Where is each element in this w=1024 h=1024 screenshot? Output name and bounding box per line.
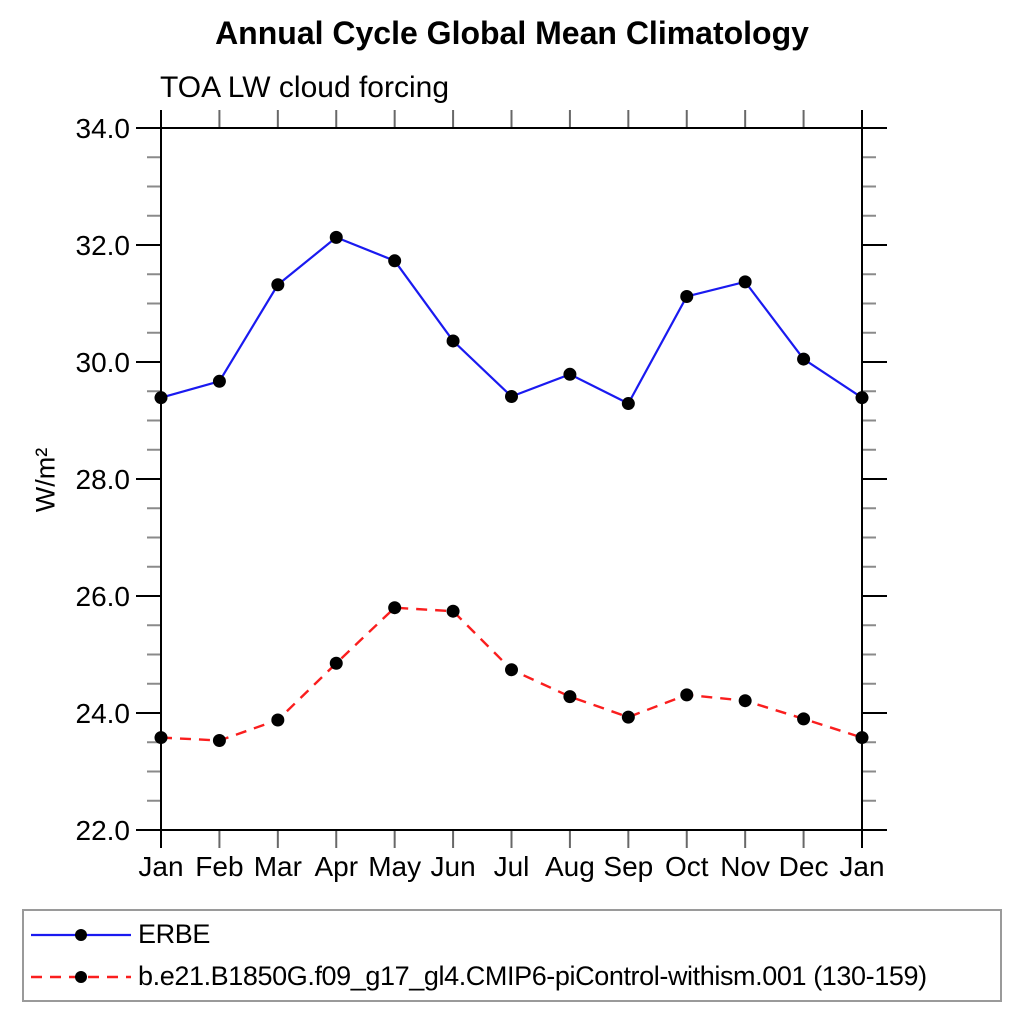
- x-tick-label: Jan: [839, 851, 884, 882]
- chart-title: Annual Cycle Global Mean Climatology: [215, 15, 809, 51]
- data-point-marker: [154, 731, 168, 745]
- erbe-line-swatch: [31, 928, 131, 941]
- legend-item-model: b.e21.B1850G.f09_g17_gl4.CMIP6-piControl…: [29, 958, 1000, 996]
- data-point-marker: [680, 289, 694, 303]
- data-point-marker: [563, 690, 577, 704]
- legend-marker-sample: [75, 928, 87, 941]
- data-point-marker: [680, 688, 694, 702]
- x-tick-label: Jul: [494, 851, 530, 882]
- chart-subtitle: TOA LW cloud forcing: [160, 71, 450, 104]
- data-point-marker: [505, 663, 518, 677]
- x-tick-label: Dec: [779, 851, 829, 882]
- data-point-marker: [212, 733, 226, 747]
- y-tick-label: 28.0: [76, 464, 131, 495]
- legend-label-erbe: ERBE: [138, 919, 210, 949]
- model-line-swatch: [31, 970, 131, 983]
- data-point-marker: [388, 254, 402, 268]
- data-point-marker: [621, 397, 635, 411]
- x-tick-label: Aug: [545, 851, 595, 882]
- x-tick-label: Mar: [254, 851, 302, 882]
- legend-label-model: b.e21.B1850G.f09_g17_gl4.CMIP6-piControl…: [138, 961, 927, 991]
- legend-item-erbe: ERBE: [29, 916, 1000, 954]
- data-point-marker: [271, 278, 285, 292]
- y-tick-label: 24.0: [76, 698, 131, 729]
- y-tick-label: 32.0: [76, 230, 131, 261]
- x-tick-label: May: [368, 851, 421, 882]
- data-point-marker: [212, 374, 226, 388]
- data-point-marker: [855, 391, 869, 405]
- y-tick-label: 30.0: [76, 347, 131, 378]
- x-tick-label: Nov: [720, 851, 770, 882]
- x-tick-label: Oct: [665, 851, 709, 882]
- x-tick-label: Jun: [431, 851, 476, 882]
- data-point-marker: [329, 230, 343, 244]
- y-tick-label: 34.0: [76, 113, 131, 144]
- x-tick-label: Feb: [195, 851, 243, 882]
- y-tick-label: 22.0: [76, 815, 131, 846]
- x-tick-label: Apr: [314, 851, 358, 882]
- data-point-marker: [797, 712, 811, 726]
- x-tick-label: Jan: [138, 851, 183, 882]
- data-point-marker: [797, 352, 811, 366]
- data-point-marker: [738, 694, 752, 708]
- data-point-marker: [329, 656, 343, 670]
- data-point-marker: [621, 710, 635, 724]
- data-point-marker: [154, 391, 168, 405]
- legend-box: ERBE b.e21.B1850G.f09_g17_gl4.CMIP6-piCo…: [22, 909, 1002, 1002]
- data-point-marker: [738, 275, 752, 289]
- data-point-marker: [563, 367, 577, 381]
- data-point-marker: [446, 334, 460, 348]
- data-point-marker: [446, 604, 460, 618]
- data-point-marker: [271, 713, 285, 727]
- data-point-marker: [388, 601, 402, 615]
- x-tick-label: Sep: [603, 851, 653, 882]
- y-tick-label: 26.0: [76, 581, 131, 612]
- data-point-marker: [855, 731, 869, 745]
- data-point-marker: [505, 390, 518, 404]
- series-line-0: [160, 236, 863, 405]
- legend-marker-sample: [75, 970, 87, 983]
